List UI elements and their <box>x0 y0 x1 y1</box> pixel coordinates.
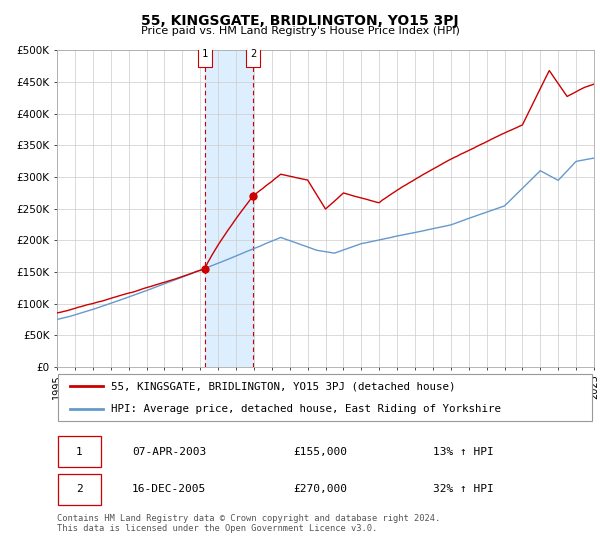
Bar <box>205 50 253 367</box>
FancyBboxPatch shape <box>58 375 592 421</box>
Text: 55, KINGSGATE, BRIDLINGTON, YO15 3PJ: 55, KINGSGATE, BRIDLINGTON, YO15 3PJ <box>141 14 459 28</box>
FancyBboxPatch shape <box>247 40 260 68</box>
FancyBboxPatch shape <box>198 40 212 68</box>
Text: 1: 1 <box>76 446 83 456</box>
Text: £270,000: £270,000 <box>293 484 347 494</box>
FancyBboxPatch shape <box>58 474 101 505</box>
Text: 16-DEC-2005: 16-DEC-2005 <box>132 484 206 494</box>
Text: Contains HM Land Registry data © Crown copyright and database right 2024.
This d: Contains HM Land Registry data © Crown c… <box>57 514 440 534</box>
Text: 07-APR-2003: 07-APR-2003 <box>132 446 206 456</box>
Text: HPI: Average price, detached house, East Riding of Yorkshire: HPI: Average price, detached house, East… <box>111 404 500 414</box>
Text: Price paid vs. HM Land Registry's House Price Index (HPI): Price paid vs. HM Land Registry's House … <box>140 26 460 36</box>
Text: 32% ↑ HPI: 32% ↑ HPI <box>433 484 494 494</box>
Text: 1: 1 <box>202 49 208 59</box>
FancyBboxPatch shape <box>58 436 101 467</box>
Text: 2: 2 <box>250 49 256 59</box>
Text: 2: 2 <box>76 484 83 494</box>
Text: £155,000: £155,000 <box>293 446 347 456</box>
Text: 13% ↑ HPI: 13% ↑ HPI <box>433 446 494 456</box>
Text: 55, KINGSGATE, BRIDLINGTON, YO15 3PJ (detached house): 55, KINGSGATE, BRIDLINGTON, YO15 3PJ (de… <box>111 381 455 391</box>
